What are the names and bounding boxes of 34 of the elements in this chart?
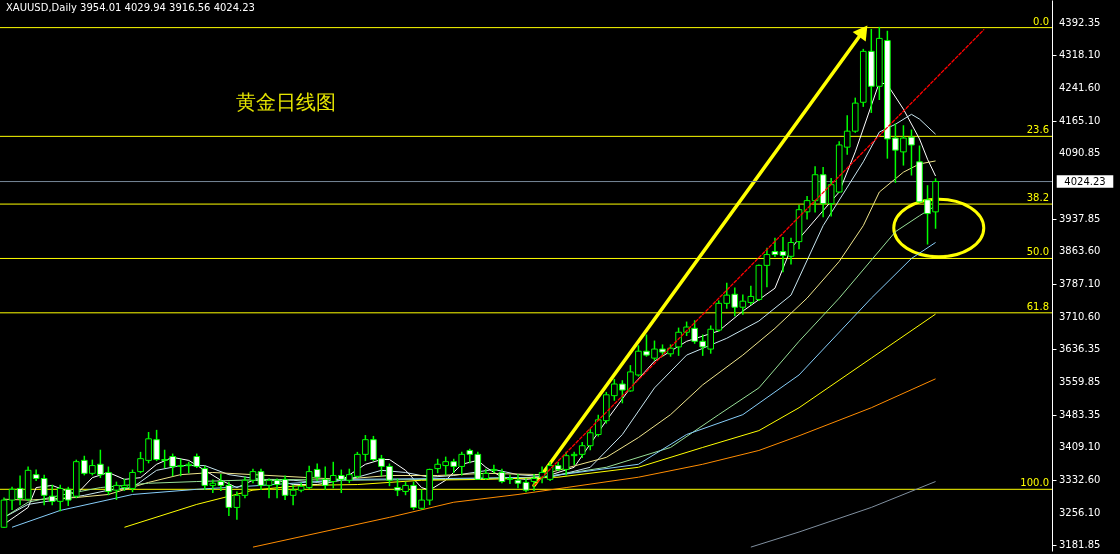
y-tick-label: 3937.85 bbox=[1059, 212, 1101, 224]
annotation: 23.6 bbox=[1026, 124, 1049, 136]
y-tick-label: 3332.60 bbox=[1059, 473, 1101, 485]
candlestick bbox=[530, 473, 538, 491]
annotation: 61.8 bbox=[1026, 300, 1049, 312]
y-tick-label: 3787.10 bbox=[1059, 277, 1101, 289]
line-series bbox=[252, 378, 937, 548]
y-tick-label: 3483.35 bbox=[1059, 408, 1101, 420]
y-tick-label: 3181.85 bbox=[1059, 539, 1101, 551]
candlestick bbox=[787, 237, 795, 265]
candlestick bbox=[257, 468, 265, 491]
candlestick bbox=[490, 464, 498, 474]
annotation: 0.0 bbox=[1033, 15, 1049, 27]
candlestick bbox=[514, 473, 522, 489]
y-tick-label: 3636.35 bbox=[1059, 342, 1101, 354]
ref-line-label: 4024.23 bbox=[1064, 175, 1106, 187]
y-tick-label: 4090.85 bbox=[1059, 146, 1101, 158]
annotation: 50.0 bbox=[1026, 246, 1049, 258]
annotation: 38.2 bbox=[1026, 192, 1049, 204]
y-tick-label: 3256.10 bbox=[1059, 506, 1101, 518]
y-tick-label: 4165.10 bbox=[1059, 114, 1101, 126]
line-series bbox=[750, 481, 937, 548]
y-tick-label: 4318.10 bbox=[1059, 48, 1101, 60]
y-tick-label: 3409.10 bbox=[1059, 440, 1101, 452]
annotation: 黄金日线图 bbox=[236, 90, 336, 114]
y-tick-label: 3710.60 bbox=[1059, 310, 1101, 322]
chart-title: XAUUSD,Daily 3954.01 4029.94 3916.56 4024.23 bbox=[6, 2, 255, 13]
y-tick-label: 4392.35 bbox=[1059, 16, 1101, 28]
y-tick-label: 4241.60 bbox=[1059, 81, 1101, 93]
annotation: 100.0 bbox=[1020, 477, 1049, 489]
y-tick-label: 3559.85 bbox=[1059, 375, 1101, 387]
candlestick bbox=[779, 237, 787, 273]
y-tick-label: 3863.60 bbox=[1059, 244, 1101, 256]
candlestick bbox=[265, 478, 273, 499]
